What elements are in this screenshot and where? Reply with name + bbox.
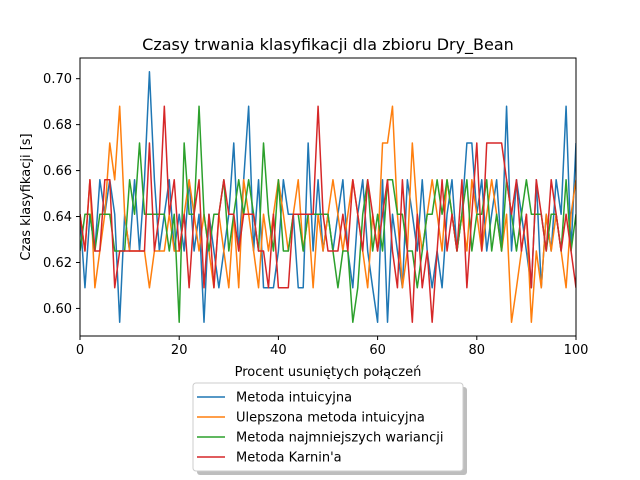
y-tick-label: 0.64 (43, 210, 72, 225)
legend: Metoda intuicyjna Ulepszona metoda intuic… (192, 382, 467, 475)
legend-label-4: Metoda Karnin'a (236, 451, 342, 466)
series-lines (80, 71, 576, 323)
legend-box (192, 382, 464, 472)
y-tick-label: 0.66 (43, 164, 72, 179)
y-axis-label: Czas klasyfikacji [s] (19, 133, 34, 260)
x-tick-label: 0 (76, 343, 84, 358)
x-axis-label: Procent usuniętych połączeń (235, 365, 422, 380)
x-tick-label: 20 (171, 343, 188, 358)
series-line-3 (80, 105, 576, 323)
legend-label-1: Metoda intuicyjna (236, 391, 352, 406)
x-tick-label: 60 (369, 343, 386, 358)
x-tick-label: 100 (564, 343, 589, 358)
legend-label-2: Ulepszona metoda intuicyjna (236, 411, 425, 426)
x-tick-label: 80 (469, 343, 486, 358)
y-tick-label: 0.68 (43, 118, 72, 133)
x-axis: 0 20 40 60 80 100 (76, 336, 589, 358)
plot-frame (79, 57, 577, 337)
series-layer (80, 71, 576, 323)
y-tick-label: 0.70 (43, 72, 72, 87)
series-line-4 (80, 105, 576, 323)
legend-items: Metoda intuicyjna Ulepszona metoda intuic… (197, 391, 444, 466)
chart-title: Czasy trwania klasyfikacji dla zbioru Dr… (142, 35, 514, 55)
y-tick-label: 0.62 (43, 256, 72, 271)
y-tick-label: 0.60 (43, 302, 72, 317)
legend-label-3: Metoda najmniejszych wariancji (236, 431, 444, 446)
y-axis: 0.60 0.62 0.64 0.66 0.68 0.70 (43, 72, 80, 317)
x-tick-label: 40 (270, 343, 287, 358)
